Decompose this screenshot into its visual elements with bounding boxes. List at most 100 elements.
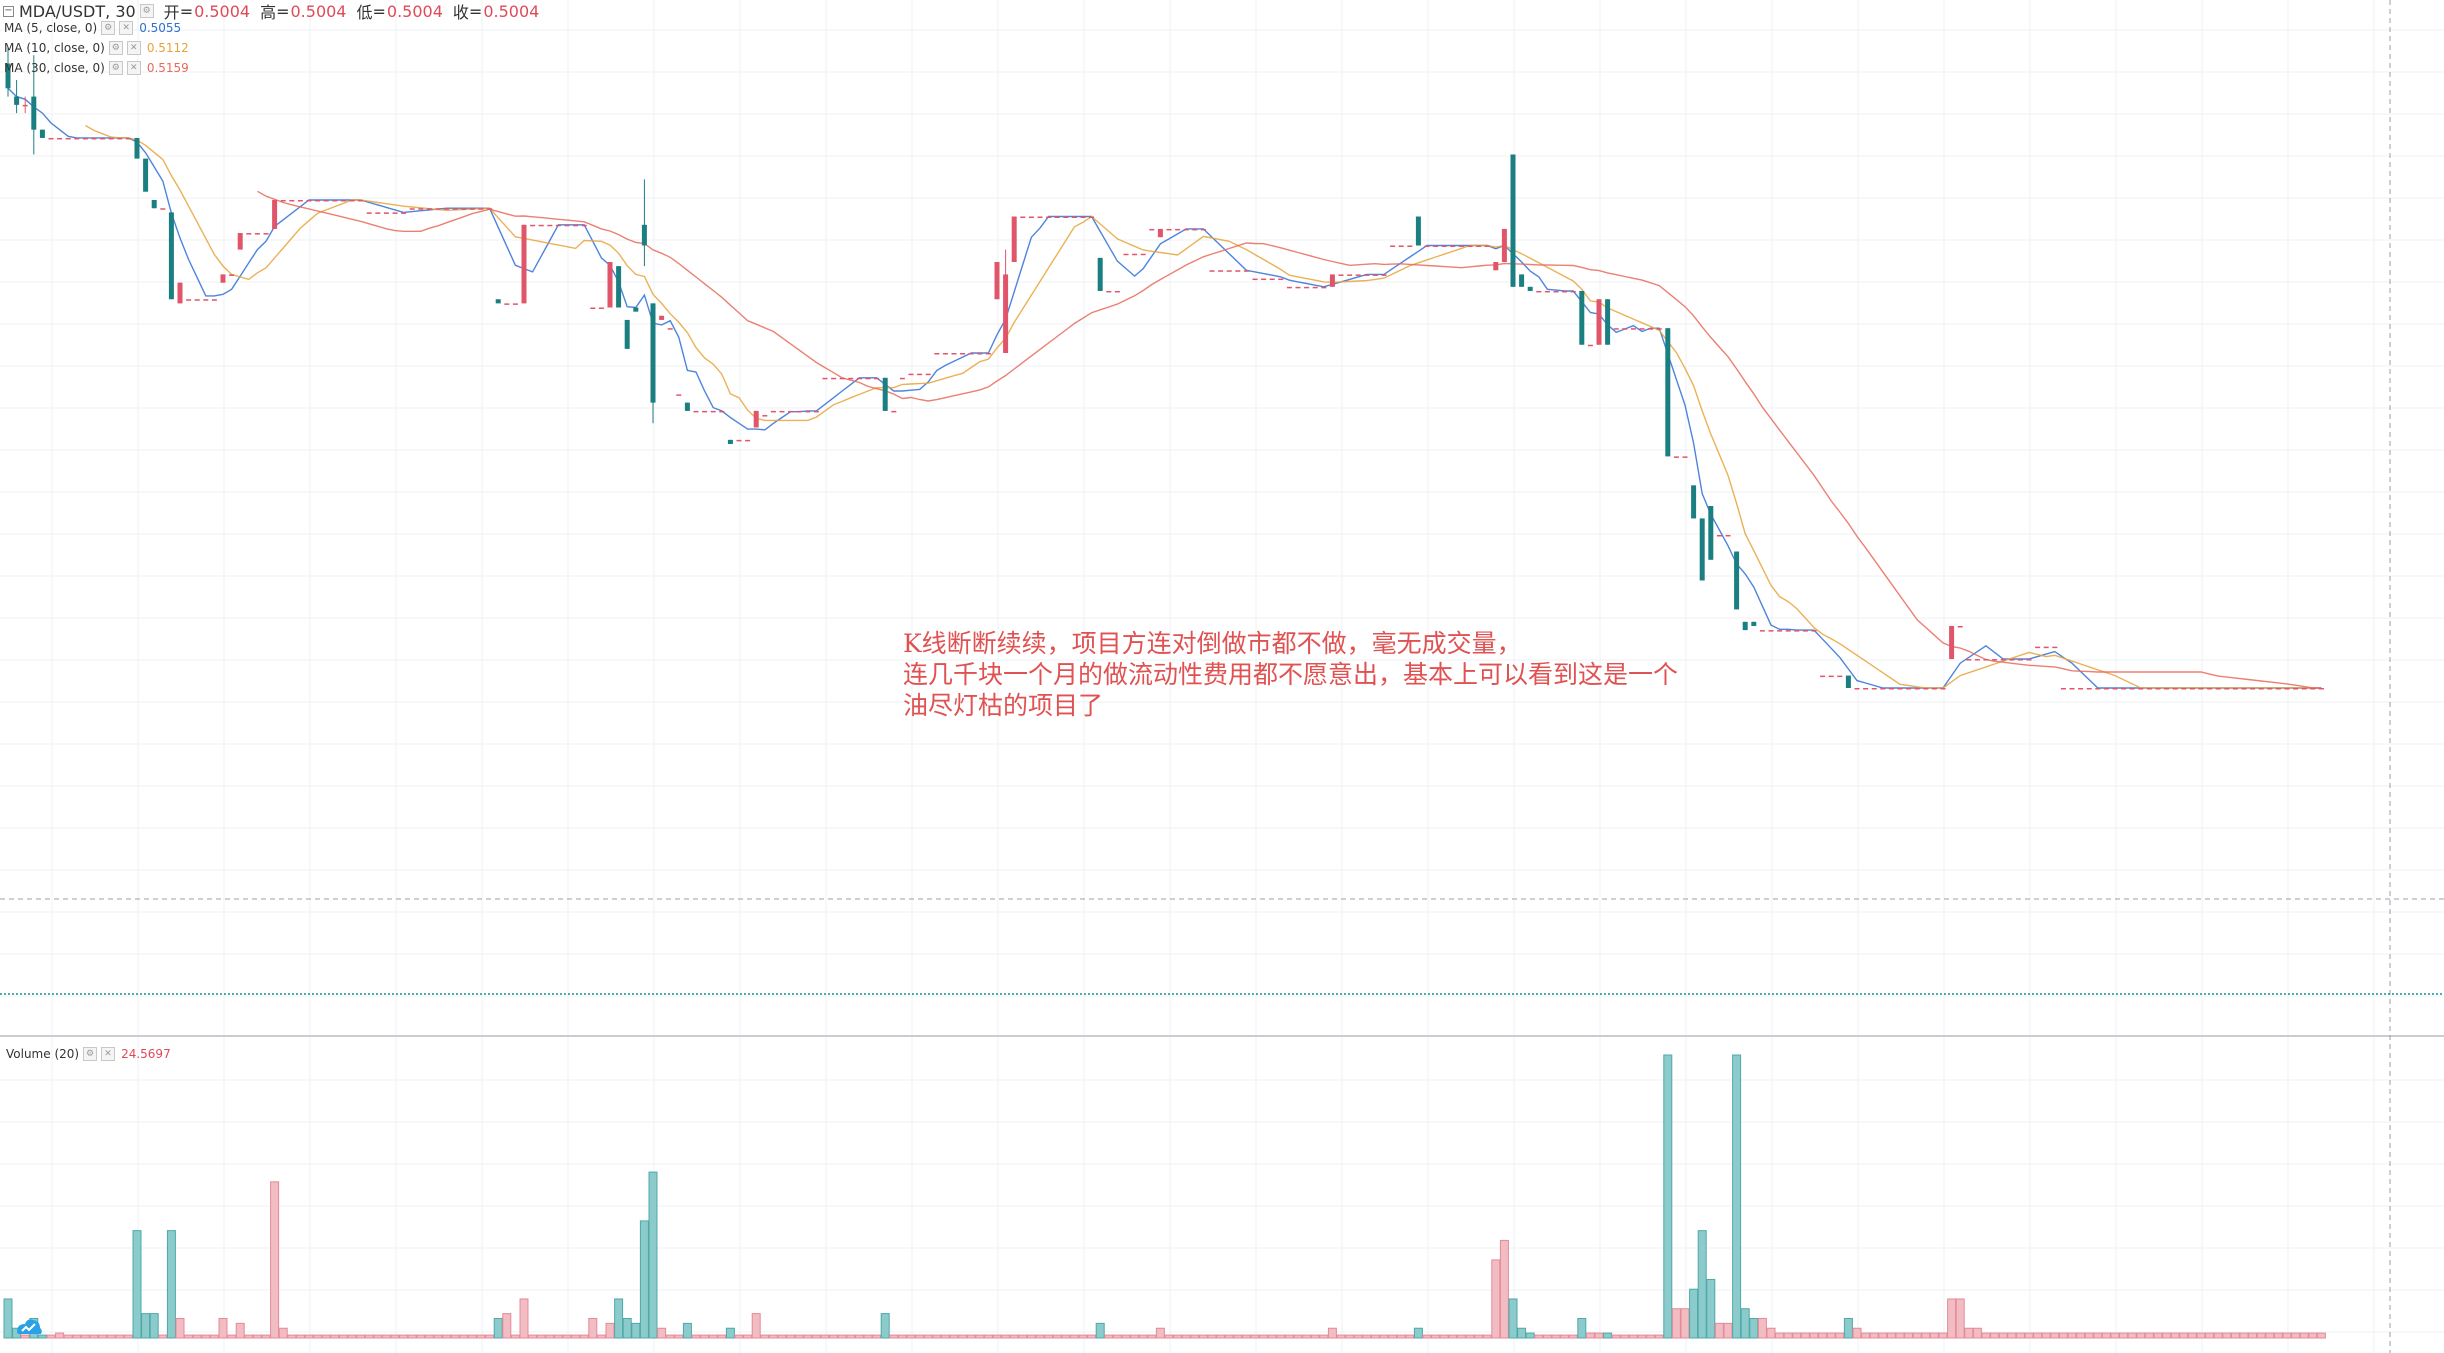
candlestick (1269, 278, 1275, 281)
volume-bar (450, 1334, 460, 1339)
volume-bar (992, 1334, 1002, 1339)
candlestick (1183, 228, 1189, 231)
candlestick (323, 199, 329, 202)
volume-bar (725, 1327, 735, 1339)
ma5-legend: MA (5, close, 0) ⚙ ✕ 0.5055 (0, 19, 181, 37)
candle-body (865, 377, 871, 380)
ma5-line (7, 87, 2322, 689)
candlestick (2172, 688, 2178, 690)
volume-bar (1568, 1334, 1578, 1339)
volume-bar (1009, 1334, 1019, 1339)
candle-body (2172, 688, 2178, 690)
volume-bar (1413, 1327, 1423, 1339)
ma10-value: 0.5112 (146, 41, 189, 55)
volume-bar (1895, 1332, 1905, 1339)
candle-body (444, 208, 450, 210)
candlestick (813, 410, 819, 413)
candle-body (2224, 688, 2230, 690)
candle-body (1820, 675, 1826, 678)
candlestick (1682, 456, 1688, 458)
volume-bar (1697, 1230, 1707, 1339)
volume-bar (399, 1334, 409, 1339)
candlestick (2086, 688, 2092, 690)
candle-body (1097, 257, 1103, 291)
candle-body (590, 307, 596, 310)
candlestick (1544, 290, 1550, 293)
tradingview-logo[interactable] (14, 1312, 44, 1338)
candle-body (2258, 688, 2264, 690)
candlestick (1106, 290, 1112, 293)
volume-bar (949, 1334, 959, 1339)
close-icon[interactable]: ✕ (126, 61, 141, 75)
candlestick (1510, 154, 1516, 287)
collapse-icon[interactable]: − (3, 4, 14, 17)
volume-bar (1990, 1332, 2000, 1339)
candle-body (1089, 216, 1095, 219)
open-value: 0.5004 (194, 1, 251, 21)
candlestick (117, 137, 123, 140)
candle-body (1639, 328, 1645, 330)
candle-body (2000, 659, 2006, 661)
volume-bar (1775, 1332, 1785, 1339)
volume-bar (837, 1334, 847, 1339)
candle-body (1777, 630, 1783, 632)
candle-body (1665, 328, 1671, 457)
volume-bar (1517, 1327, 1527, 1339)
candle-body (48, 137, 54, 140)
candle-body (1734, 551, 1740, 610)
candle-body (1037, 216, 1043, 219)
volume-bar (1835, 1332, 1845, 1339)
gear-icon[interactable]: ⚙ (139, 4, 154, 18)
volume-bar (2144, 1332, 2154, 1339)
candlestick (1794, 630, 1800, 632)
close-icon[interactable]: ✕ (126, 41, 141, 55)
candle-body (289, 199, 295, 202)
volume-bar (270, 1181, 280, 1339)
candle-body (1476, 245, 1482, 247)
candle-body (1467, 245, 1473, 247)
candle-body (650, 303, 656, 403)
volume-bar (261, 1334, 271, 1339)
candlestick (237, 233, 243, 250)
close-icon[interactable]: ✕ (119, 21, 134, 35)
candle-body (1338, 274, 1344, 276)
candlestick (1501, 228, 1507, 263)
candle-body (1329, 274, 1335, 287)
gear-icon[interactable]: ⚙ (83, 1047, 98, 1061)
candlestick (719, 410, 725, 413)
candle-body (2293, 688, 2299, 690)
candle-body (564, 224, 570, 227)
candle-body (796, 410, 802, 413)
candlestick (2181, 688, 2187, 690)
candlestick (1355, 274, 1361, 276)
close-icon[interactable]: ✕ (101, 1047, 116, 1061)
volume-value: 24.5697 (121, 1047, 171, 1061)
volume-bar (1284, 1334, 1294, 1339)
candlestick (1476, 245, 1482, 247)
candlestick (1897, 688, 1903, 690)
candle-body (1080, 216, 1086, 219)
candlestick (1407, 245, 1413, 247)
candlestick (22, 96, 28, 114)
ma30-legend: MA (30, close, 0) ⚙ ✕ 0.5159 (0, 59, 189, 77)
moving-average-lines (7, 87, 2322, 689)
candle-body (1906, 688, 1912, 690)
candlestick (1450, 245, 1456, 247)
gear-icon[interactable]: ⚙ (101, 21, 116, 35)
volume-bar (1431, 1334, 1441, 1339)
candlestick (1441, 245, 1447, 247)
candlestick (624, 319, 630, 349)
candle-body (1828, 675, 1834, 678)
candlestick (220, 274, 226, 283)
ma10-line (85, 124, 2322, 689)
candlestick (753, 410, 759, 428)
volume-bar (536, 1334, 546, 1339)
candle-body (1940, 688, 1946, 690)
volume-bar (1585, 1332, 1595, 1339)
gear-icon[interactable]: ⚙ (108, 41, 123, 55)
candlestick (848, 377, 854, 380)
gear-icon[interactable]: ⚙ (108, 61, 123, 75)
candlestick (908, 373, 914, 376)
